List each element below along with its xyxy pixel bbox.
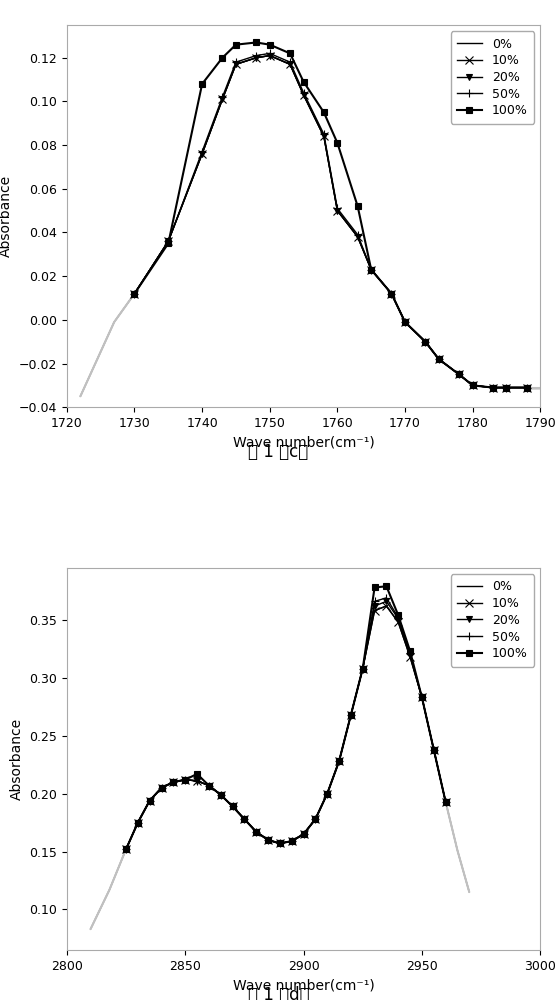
Text: 图 1 （c）: 图 1 （c）: [248, 443, 309, 461]
X-axis label: Wave number(cm⁻¹): Wave number(cm⁻¹): [233, 436, 374, 450]
X-axis label: Wave number(cm⁻¹): Wave number(cm⁻¹): [233, 978, 374, 992]
Y-axis label: Absorbance: Absorbance: [0, 175, 13, 257]
Text: 图 1 （d）: 图 1 （d）: [248, 986, 309, 1000]
Legend: 0%, 10%, 20%, 50%, 100%: 0%, 10%, 20%, 50%, 100%: [451, 574, 534, 667]
Y-axis label: Absorbance: Absorbance: [9, 718, 24, 800]
Legend: 0%, 10%, 20%, 50%, 100%: 0%, 10%, 20%, 50%, 100%: [451, 31, 534, 124]
